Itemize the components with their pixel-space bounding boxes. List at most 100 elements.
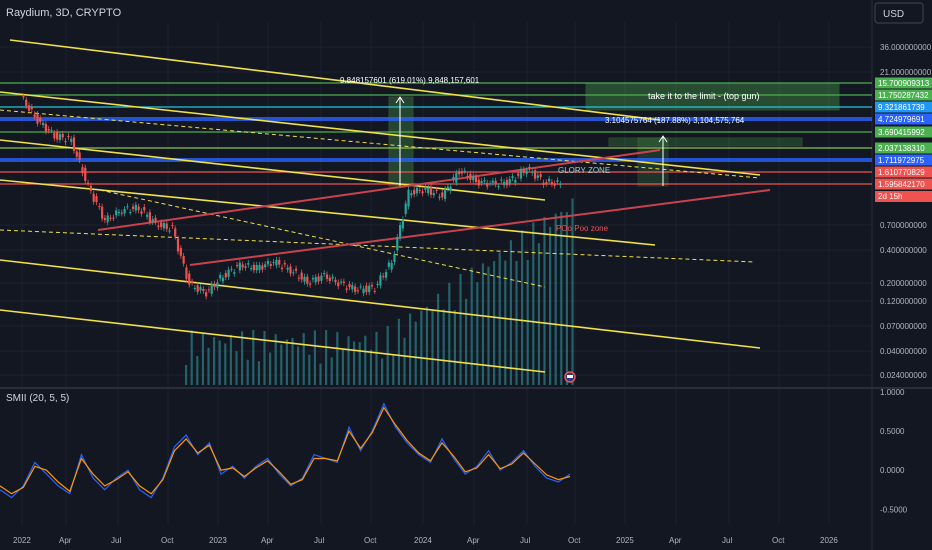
candle-body (84, 167, 87, 181)
time-tick-label: 2026 (820, 536, 838, 545)
volume-bar (386, 326, 389, 385)
price-candles (22, 93, 562, 300)
symbol-title: Raydium, 3D, CRYPTO (6, 7, 122, 19)
candle-body (359, 286, 362, 288)
candle-body (252, 264, 256, 271)
time-tick-label: Oct (772, 536, 785, 545)
candle-body (64, 141, 67, 143)
candle-body (365, 285, 368, 293)
candle-body (505, 180, 509, 186)
candle-body (460, 171, 464, 174)
volume-bar (280, 344, 283, 385)
candle-body (261, 265, 264, 270)
price-level-label: 1.610770829 (878, 168, 925, 177)
price-level-tag (875, 126, 932, 138)
candle-body (56, 132, 59, 140)
candle-body (528, 166, 531, 169)
zone-top-gun (585, 83, 840, 111)
volume-bar (448, 282, 451, 385)
candle-body (86, 182, 90, 184)
candle-body (176, 238, 180, 252)
candle-body (342, 281, 345, 283)
time-tick-label: 2022 (13, 536, 31, 545)
volume-bar (509, 240, 512, 385)
time-tick-label: 2025 (616, 536, 634, 545)
candle-body (36, 114, 39, 124)
volume-bar (504, 260, 507, 385)
candle-body (160, 222, 163, 227)
candle-body (345, 288, 348, 290)
time-tick-label: Oct (568, 536, 581, 545)
candle-body (384, 272, 388, 278)
volume-bar (375, 331, 378, 385)
candle-body (44, 123, 47, 132)
candle-body (418, 189, 421, 191)
candle-body (123, 209, 126, 214)
flag-icon[interactable] (564, 371, 576, 383)
candle-body (33, 114, 36, 117)
price-axis: 36.000000000 21.000000000 0.700000000 0.400… (875, 43, 932, 514)
candle-body (362, 288, 365, 294)
candle-body (432, 193, 435, 196)
candle-body (401, 219, 405, 229)
candle-body (511, 176, 514, 179)
candle-body (379, 275, 382, 286)
volume-bar (481, 263, 484, 385)
volume-bar (364, 335, 367, 385)
candle-body (151, 219, 154, 222)
candle-body (233, 272, 236, 274)
candle-body (188, 273, 191, 285)
volume-bar (453, 310, 456, 385)
price-level-label: 4.724979691 (878, 115, 925, 124)
price-tick-label: 0.070000000 (880, 322, 927, 331)
currency-button[interactable]: USD (874, 2, 924, 24)
channel-line (0, 259, 761, 349)
volume-bar (358, 342, 361, 385)
candle-body (205, 292, 208, 297)
candle-body (469, 173, 472, 180)
volume-bar (185, 365, 188, 385)
candle-body (531, 171, 534, 173)
candle-body (539, 174, 542, 178)
candle-body (387, 262, 390, 267)
candle-body (216, 282, 219, 288)
price-tick-label: 0.024000000 (880, 371, 927, 380)
candle-body (134, 204, 137, 211)
candle-body (25, 99, 28, 106)
candle-body (309, 283, 312, 285)
candle-body (283, 263, 286, 265)
channel-dashed-line (0, 109, 761, 179)
volume-bar (498, 252, 501, 385)
volume-bar (336, 332, 339, 385)
candle-body (219, 275, 222, 279)
volume-bar (515, 260, 518, 385)
price-level-tag (875, 166, 932, 178)
volume-bar (285, 339, 288, 385)
price-level-tag (875, 77, 932, 89)
price-tick-label: 0.120000000 (880, 297, 927, 306)
candle-body (75, 151, 78, 157)
price-level-tag (875, 89, 932, 101)
time-tick-label: Jul (314, 536, 324, 545)
candle-body (95, 196, 98, 203)
candle-body (157, 225, 160, 228)
candle-body (196, 285, 199, 292)
candle-body (550, 182, 553, 184)
volume-bar (459, 274, 462, 385)
price-tick-label: 0.400000000 (880, 246, 927, 255)
candle-body (429, 187, 433, 195)
candle-body (370, 284, 374, 287)
candle-body (202, 288, 205, 292)
candle-body (98, 206, 101, 208)
volume-bar (347, 336, 350, 385)
time-tick-label: Oct (364, 536, 377, 545)
candle-body (483, 180, 486, 182)
candle-body (497, 186, 500, 188)
candle-body (145, 214, 149, 217)
price-level-label: 1.595842170 (878, 180, 925, 189)
candle-body (480, 181, 483, 184)
volume-bar (319, 363, 322, 385)
candle-body (559, 184, 562, 186)
volume-bar (493, 261, 496, 385)
